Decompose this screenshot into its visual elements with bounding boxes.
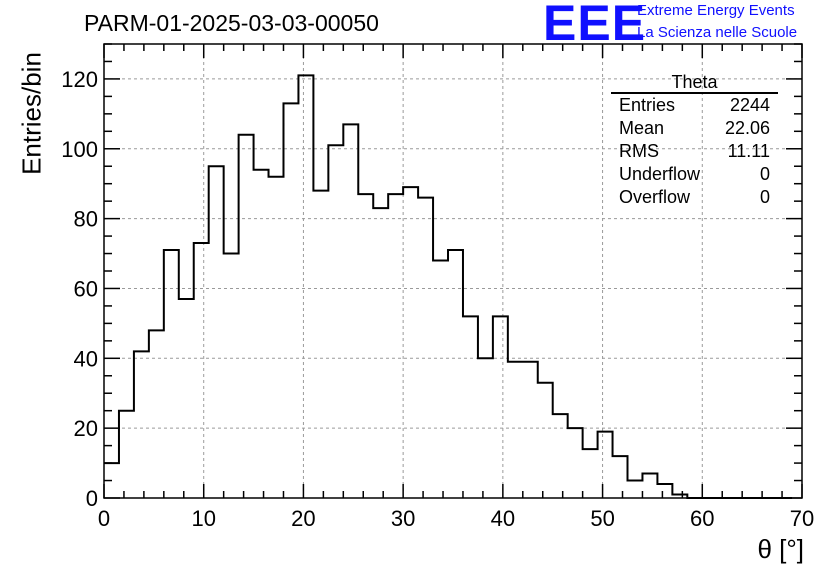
stats-box-title: Theta [611,72,778,94]
histogram-bin [493,316,508,498]
stats-label: Entries [619,95,676,115]
histogram-bin [642,474,657,498]
x-tick-label: 0 [98,506,110,531]
logo-line-2: La Scienza nelle Scuole [637,24,798,41]
histogram-bin [328,145,343,498]
stats-label: Overflow [619,187,691,207]
histogram-bin [224,254,239,498]
histogram-bin [313,191,328,498]
histogram-bin [403,187,418,498]
histogram-bin [568,428,583,498]
histogram-bin [179,299,194,498]
stats-label: Mean [619,118,665,138]
stats-row-underflow: Underflow 0 [611,163,778,186]
stats-label: Underflow [619,164,701,184]
y-tick-label: 120 [61,67,98,92]
histogram-bin [418,198,433,498]
histogram-bin [209,166,224,498]
histogram-bin [433,261,448,498]
histogram-bin [149,330,164,498]
x-tick-label: 20 [291,506,315,531]
y-tick-label: 100 [61,137,98,162]
y-tick-label: 60 [74,276,98,301]
histogram-bin [194,243,209,498]
stats-row-entries: Entries 2244 [611,94,778,117]
x-tick-label: 50 [590,506,614,531]
histogram-bin [553,414,568,498]
histogram-bin [657,484,672,498]
stats-label: RMS [619,141,659,161]
x-axis-label: θ [°] [757,534,804,564]
histogram-bin [508,362,523,498]
histogram-bin [239,135,254,498]
stats-value: 22.06 [724,118,770,138]
histogram-series [104,74,793,499]
histogram-bin [298,75,313,498]
histogram-bin [343,124,358,498]
y-axis-label: Entries/bin [16,52,47,175]
histogram-bin [583,449,598,498]
histogram-bin [613,456,628,498]
x-tick-label: 30 [391,506,415,531]
stats-value: 0 [759,164,770,184]
x-tick-label: 70 [790,506,814,531]
histogram-bin [598,432,613,498]
run-title: PARM-01-2025-03-03-00050 [84,10,379,36]
histogram-bin [283,103,298,498]
histogram-bin [523,362,538,498]
histogram-bin [448,250,463,498]
histogram-bin [134,351,149,498]
histogram-bin [388,194,403,498]
stats-value: 11.11 [727,141,770,161]
histogram-bin [119,411,134,498]
y-tick-label: 80 [74,207,98,232]
stats-box: Theta Entries 2244 Mean 22.06 RMS 11.11 … [611,72,778,209]
y-tick-label: 0 [86,486,98,511]
y-tick-label: 40 [74,346,98,371]
histogram-bin [358,194,373,498]
y-tick-label: 20 [74,416,98,441]
x-tick-label: 60 [690,506,714,531]
histogram-bin [164,250,179,498]
histogram-bin [373,208,388,498]
histogram-bin [463,316,478,498]
eee-logo: EEE [543,0,647,51]
stats-value: 2244 [729,95,770,115]
stats-row-mean: Mean 22.06 [611,117,778,140]
stats-row-rms: RMS 11.11 [611,140,778,163]
stats-row-overflow: Overflow 0 [611,186,778,209]
histogram-bin [269,177,284,498]
histogram-bin [628,481,643,498]
logo-line-1: Extreme Energy Events [637,2,795,19]
stats-value: 0 [759,187,770,207]
histogram-bin [538,383,553,498]
x-tick-label: 40 [491,506,515,531]
x-tick-label: 10 [191,506,215,531]
